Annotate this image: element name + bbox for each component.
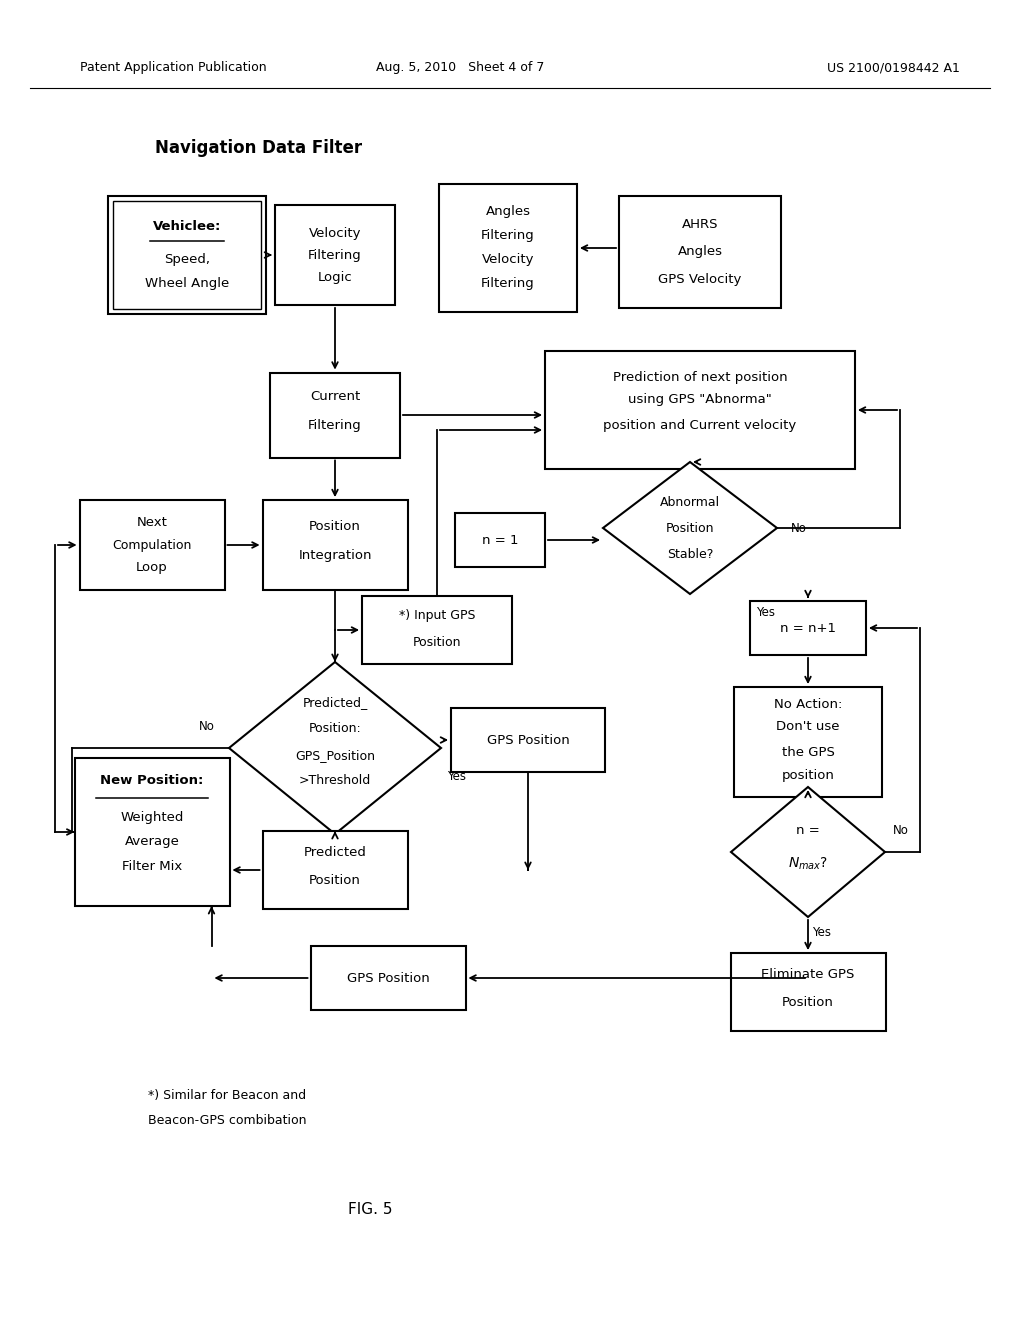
Text: FIG. 5: FIG. 5	[348, 1203, 392, 1217]
Text: Prediction of next position: Prediction of next position	[612, 371, 787, 384]
Text: Filter Mix: Filter Mix	[122, 861, 182, 874]
Text: Filtering: Filtering	[481, 228, 535, 242]
Text: Velocity: Velocity	[481, 253, 535, 267]
Bar	[618, 195, 781, 308]
Text: US 2100/0198442 A1: US 2100/0198442 A1	[827, 62, 961, 74]
Bar	[75, 758, 229, 906]
Text: Don't use: Don't use	[776, 721, 840, 734]
Text: Vehiclee:: Vehiclee:	[153, 220, 221, 234]
Text: GPS Velocity: GPS Velocity	[658, 272, 741, 285]
Text: No: No	[791, 521, 807, 535]
Text: No: No	[893, 824, 909, 837]
Text: n = n+1: n = n+1	[780, 622, 836, 635]
Text: the GPS: the GPS	[781, 746, 835, 759]
Bar	[108, 195, 266, 314]
Polygon shape	[603, 462, 777, 594]
Text: Position:: Position:	[308, 722, 361, 734]
Text: Speed,: Speed,	[164, 253, 210, 267]
Text: Abnormal: Abnormal	[659, 495, 720, 508]
Bar	[545, 351, 855, 469]
Text: No: No	[199, 719, 215, 733]
Text: Predicted: Predicted	[303, 846, 367, 859]
Text: Angles: Angles	[485, 206, 530, 219]
Text: Wheel Angle: Wheel Angle	[144, 276, 229, 289]
Text: GPS Position: GPS Position	[486, 734, 569, 747]
Bar	[734, 686, 882, 797]
Text: Position: Position	[309, 874, 360, 887]
Bar	[730, 953, 886, 1031]
Text: GPS_Position: GPS_Position	[295, 750, 375, 763]
Bar	[262, 832, 408, 909]
Text: Position: Position	[666, 521, 715, 535]
Text: Loop: Loop	[136, 561, 168, 573]
Text: Yes: Yes	[757, 606, 775, 619]
Text: Filtering: Filtering	[481, 276, 535, 289]
Text: Compulation: Compulation	[113, 539, 191, 552]
Text: n = 1: n = 1	[481, 533, 518, 546]
Text: Eliminate GPS: Eliminate GPS	[761, 969, 855, 982]
Text: Average: Average	[125, 836, 179, 849]
Text: No Action:: No Action:	[774, 697, 842, 710]
Bar	[362, 597, 512, 664]
Text: using GPS "Abnorma": using GPS "Abnorma"	[628, 393, 772, 407]
Text: Current: Current	[310, 391, 360, 404]
Bar	[80, 500, 224, 590]
Text: Filtering: Filtering	[308, 248, 361, 261]
Polygon shape	[731, 787, 885, 917]
Text: position and Current velocity: position and Current velocity	[603, 418, 797, 432]
Text: *) Input GPS: *) Input GPS	[398, 609, 475, 622]
Text: Integration: Integration	[298, 549, 372, 561]
Text: AHRS: AHRS	[682, 219, 718, 231]
Text: Navigation Data Filter: Navigation Data Filter	[155, 139, 362, 157]
Bar	[113, 201, 261, 309]
Bar	[439, 183, 577, 312]
Bar	[750, 601, 866, 655]
Bar	[275, 205, 395, 305]
Text: >Threshold: >Threshold	[299, 775, 371, 788]
Bar	[270, 372, 400, 458]
Text: New Position:: New Position:	[100, 774, 204, 787]
Text: Filtering: Filtering	[308, 418, 361, 432]
Text: *) Similar for Beacon and: *) Similar for Beacon and	[148, 1089, 306, 1101]
Text: position: position	[781, 768, 835, 781]
Bar	[262, 500, 408, 590]
Text: Aug. 5, 2010   Sheet 4 of 7: Aug. 5, 2010 Sheet 4 of 7	[376, 62, 544, 74]
Text: GPS Position: GPS Position	[347, 972, 429, 985]
Text: Next: Next	[136, 516, 168, 529]
Text: Position: Position	[309, 520, 360, 533]
Bar	[310, 946, 466, 1010]
Text: Stable?: Stable?	[667, 548, 713, 561]
Text: Predicted_: Predicted_	[302, 697, 368, 710]
Text: Logic: Logic	[317, 271, 352, 284]
Text: Angles: Angles	[678, 246, 723, 259]
Text: $N_{max}$?: $N_{max}$?	[787, 855, 828, 873]
Text: Position: Position	[413, 636, 461, 649]
Polygon shape	[229, 663, 441, 834]
Text: Yes: Yes	[812, 927, 831, 940]
Text: n =: n =	[796, 824, 820, 837]
Text: Yes: Yes	[447, 770, 466, 783]
Text: Position: Position	[782, 995, 834, 1008]
Text: Patent Application Publication: Patent Application Publication	[80, 62, 266, 74]
Bar	[451, 708, 605, 772]
Text: Velocity: Velocity	[309, 227, 361, 239]
Text: Beacon-GPS combibation: Beacon-GPS combibation	[148, 1114, 306, 1126]
Text: Weighted: Weighted	[120, 810, 183, 824]
Bar	[455, 513, 545, 568]
